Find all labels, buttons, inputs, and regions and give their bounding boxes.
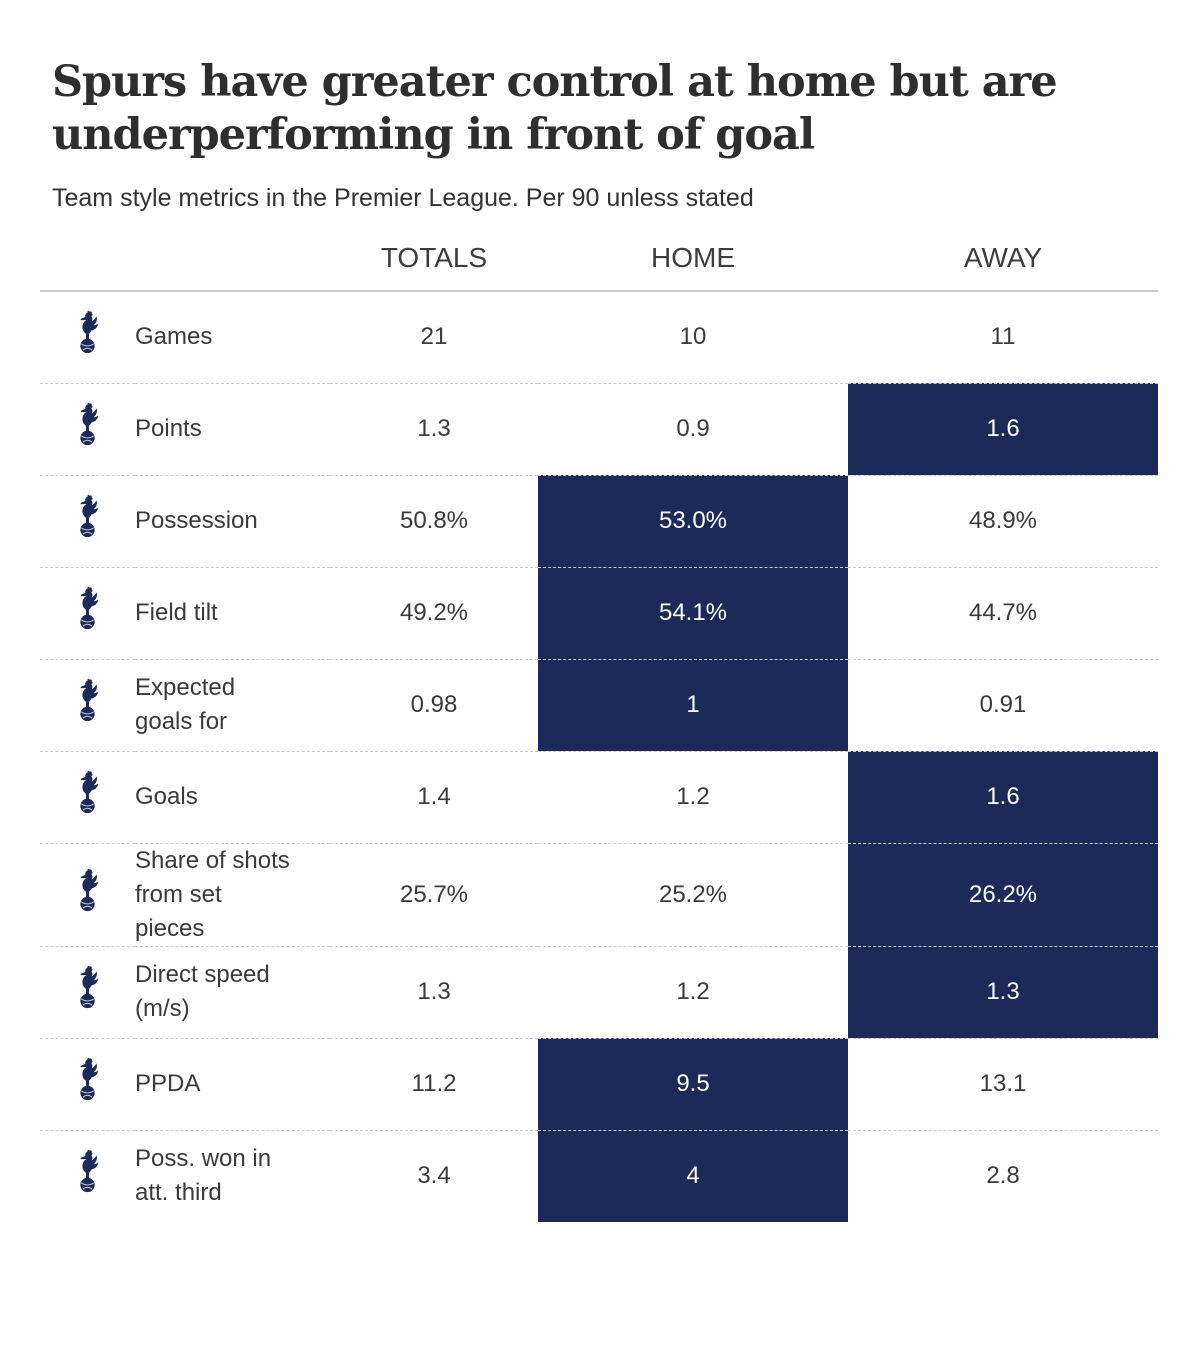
- tottenham-hotspur-crest-icon: [74, 402, 101, 446]
- tottenham-hotspur-crest-icon: [74, 494, 101, 538]
- metric-label: Points: [135, 415, 202, 442]
- away-value: 11: [990, 323, 1016, 351]
- away-value: 13.1: [979, 1070, 1027, 1097]
- away-value: 1.6: [848, 383, 1158, 475]
- totals-value: 21: [420, 323, 448, 351]
- home-value: 4: [538, 1130, 848, 1222]
- away-value: 48.9%: [968, 507, 1038, 534]
- home-value: 54.1%: [538, 567, 848, 659]
- home-value: 0.9: [676, 415, 710, 442]
- away-column-header: AWAY: [963, 242, 1043, 273]
- tottenham-hotspur-crest-icon: [74, 868, 101, 912]
- icon-column-header: [40, 239, 135, 291]
- away-value: 1.6: [848, 751, 1158, 843]
- page-subtitle: Team style metrics in the Premier League…: [52, 184, 754, 212]
- tottenham-hotspur-crest-icon: [74, 1149, 101, 1193]
- metric-label: Possession: [135, 507, 258, 534]
- away-value: 44.7%: [968, 599, 1038, 626]
- totals-value: 3.4: [417, 1162, 451, 1190]
- away-value: 1.3: [848, 946, 1158, 1038]
- metric-label: Poss. won in att. third: [135, 1145, 272, 1207]
- totals-column-header: TOTALS: [380, 242, 488, 273]
- table-body: Games 21 10 11 Points 1.3 0.9 1.6: [40, 291, 1158, 1222]
- metrics-table: TOTALS HOME AWAY Games 21 10 11: [40, 239, 1158, 1222]
- table-row: Poss. won in att. third 3.4 4 2.8: [40, 1130, 1158, 1222]
- home-value: 25.2%: [658, 880, 728, 908]
- label-column-header: [135, 239, 330, 291]
- home-value: 1.2: [676, 978, 710, 1005]
- table-row: Goals 1.4 1.2 1.6: [40, 751, 1158, 843]
- totals-value: 1.4: [417, 783, 451, 810]
- table-row: Field tilt 49.2% 54.1% 44.7%: [40, 567, 1158, 659]
- table-row: Possession 50.8% 53.0% 48.9%: [40, 475, 1158, 567]
- home-column-header: HOME: [651, 242, 735, 273]
- home-value: 53.0%: [538, 475, 848, 567]
- metric-label: Direct speed (m/s): [135, 961, 270, 1022]
- totals-value: 25.7%: [399, 880, 469, 908]
- table-row: Share of shots from set pieces 25.7% 25.…: [40, 843, 1158, 946]
- tottenham-hotspur-crest-icon: [74, 678, 101, 722]
- away-value: 26.2%: [848, 843, 1158, 946]
- metric-label: Field tilt: [135, 599, 218, 626]
- metric-label: Expected goals for: [135, 674, 236, 735]
- tottenham-hotspur-crest-icon: [74, 965, 101, 1009]
- tottenham-hotspur-crest-icon: [74, 310, 101, 354]
- home-value: 1: [538, 659, 848, 751]
- metric-label: Goals: [135, 783, 198, 810]
- away-value: 2.8: [986, 1162, 1020, 1190]
- metric-label: PPDA: [135, 1070, 201, 1097]
- tottenham-hotspur-crest-icon: [74, 586, 101, 630]
- table-row: Expected goals for 0.98 1 0.91: [40, 659, 1158, 751]
- table-row: PPDA 11.2 9.5 13.1: [40, 1038, 1158, 1130]
- tottenham-hotspur-crest-icon: [74, 770, 101, 814]
- totals-value: 1.3: [417, 415, 451, 442]
- totals-value: 0.98: [410, 691, 458, 718]
- totals-value: 50.8%: [399, 507, 469, 534]
- metric-label: Share of shots from set pieces: [135, 846, 290, 942]
- table-row: Games 21 10 11: [40, 291, 1158, 383]
- away-value: 0.91: [979, 691, 1027, 718]
- table-row: Direct speed (m/s) 1.3 1.2 1.3: [40, 946, 1158, 1038]
- tottenham-hotspur-crest-icon: [74, 1057, 101, 1101]
- totals-value: 49.2%: [399, 599, 469, 626]
- metric-label: Games: [135, 323, 213, 351]
- page-title: Spurs have greater control at home but a…: [52, 57, 1058, 160]
- table-header-row: TOTALS HOME AWAY: [40, 239, 1158, 291]
- totals-value: 11.2: [411, 1070, 457, 1097]
- totals-value: 1.3: [417, 978, 451, 1005]
- home-value: 10: [679, 323, 707, 351]
- home-value: 1.2: [676, 783, 710, 810]
- table-row: Points 1.3 0.9 1.6: [40, 383, 1158, 475]
- home-value: 9.5: [538, 1038, 848, 1130]
